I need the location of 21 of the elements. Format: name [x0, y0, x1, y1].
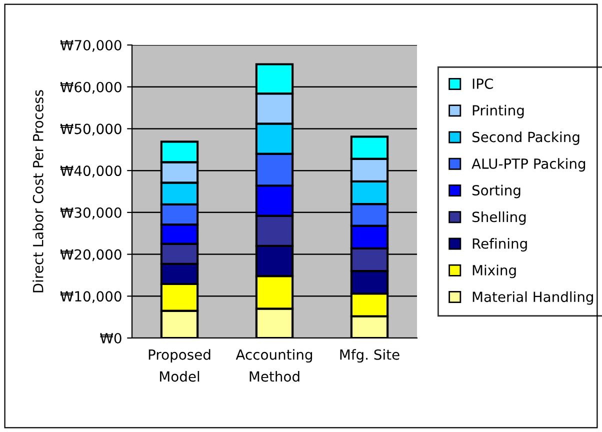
legend-label: IPC [472, 78, 493, 89]
legend-label: Material Handling [472, 291, 594, 305]
y-tick-label: ₩10,000 [60, 291, 122, 304]
y-tick-label: ₩30,000 [60, 207, 122, 220]
x-tick-label: Proposed Model [148, 349, 210, 382]
legend-label: Shelling [472, 211, 526, 225]
legend-label: Second Packing [472, 132, 580, 145]
legend-label: Printing [472, 104, 524, 118]
x-tick-label: Mfg. Site [340, 349, 400, 363]
legend-label: Mixing [472, 264, 516, 278]
y-tick-label: ₩50,000 [60, 124, 122, 136]
y-tick-label: ₩60,000 [60, 82, 122, 94]
y-axis-title: Direct Labor Cost Per Process [32, 90, 44, 292]
legend-label: Sorting [472, 184, 520, 198]
y-tick-label: ₩0 [100, 332, 122, 344]
y-tick-label: ₩70,000 [60, 40, 122, 52]
y-tick-label: ₩40,000 [60, 166, 122, 178]
legend-label: Refining [472, 238, 527, 252]
y-tick-label: ₩20,000 [60, 249, 122, 262]
legend-label: ALU-PTP Packing [472, 158, 586, 172]
x-tick-label: Accounting Method [236, 349, 312, 382]
